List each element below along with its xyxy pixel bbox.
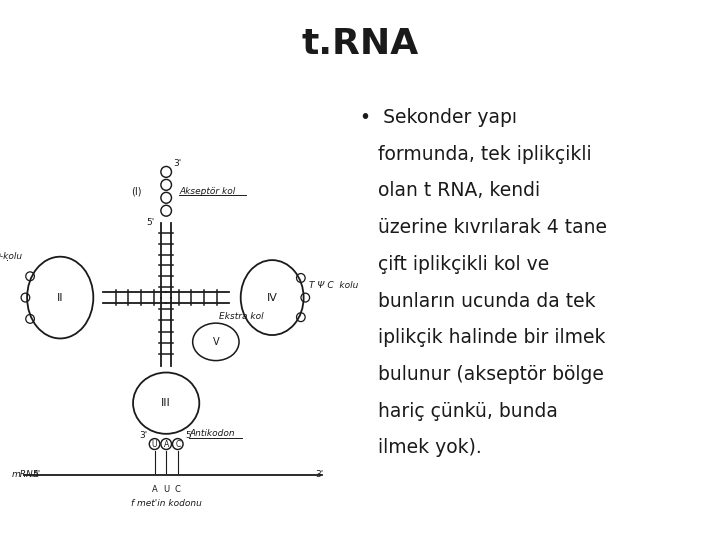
Text: II: II [57, 293, 63, 302]
Text: ilmek yok).: ilmek yok). [360, 438, 482, 457]
Text: •  Sekonder yapı: • Sekonder yapı [360, 108, 517, 127]
Text: (I): (I) [131, 186, 142, 197]
Text: C: C [175, 440, 181, 449]
Text: V: V [212, 337, 219, 347]
Text: C: C [175, 485, 181, 494]
Text: U: U [163, 485, 169, 494]
Text: Ekstra kol: Ekstra kol [219, 312, 264, 321]
Text: t.RNA: t.RNA [302, 27, 418, 61]
Text: hariç çünkü, bunda: hariç çünkü, bunda [360, 402, 558, 421]
Text: 5': 5' [146, 218, 155, 227]
Text: bulunur (akseptör bölge: bulunur (akseptör bölge [360, 365, 604, 384]
Text: U: U [152, 440, 158, 449]
Text: olan t RNA, kendi: olan t RNA, kendi [360, 181, 540, 200]
Text: D-kolu: D-kolu [0, 252, 23, 261]
Text: üzerine kıvrılarak 4 tane: üzerine kıvrılarak 4 tane [360, 218, 607, 237]
Text: f met'in kodonu: f met'in kodonu [131, 498, 202, 508]
Text: çift iplikçikli kol ve: çift iplikçikli kol ve [360, 255, 549, 274]
Text: III: III [161, 398, 171, 408]
Text: T Ψ C  kolu: T Ψ C kolu [309, 281, 358, 290]
Text: 3': 3' [315, 470, 323, 479]
Text: Antikodon: Antikodon [189, 429, 235, 438]
Text: Akseptör kol: Akseptör kol [179, 187, 235, 196]
Text: iplikçik halinde bir ilmek: iplikçik halinde bir ilmek [360, 328, 606, 347]
Text: formunda, tek iplikçikli: formunda, tek iplikçikli [360, 145, 592, 164]
Text: 3': 3' [139, 431, 147, 440]
Text: A: A [163, 440, 168, 449]
Text: 5': 5' [185, 431, 194, 440]
Text: 3': 3' [174, 159, 181, 168]
Text: IV: IV [266, 293, 278, 302]
Text: mRNA: mRNA [12, 470, 40, 479]
Text: A: A [152, 485, 158, 494]
Text: bunların ucunda da tek: bunların ucunda da tek [360, 292, 595, 310]
Text: 5': 5' [32, 470, 40, 479]
